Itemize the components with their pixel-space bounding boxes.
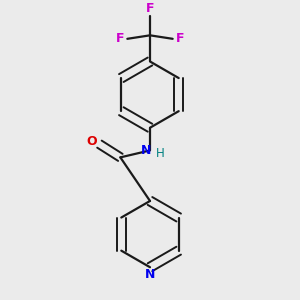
Text: F: F <box>116 32 124 45</box>
Text: H: H <box>155 147 164 160</box>
Text: F: F <box>176 32 184 45</box>
Text: N: N <box>145 268 155 281</box>
Text: N: N <box>141 144 152 157</box>
Text: O: O <box>86 135 97 148</box>
Text: F: F <box>146 2 154 15</box>
